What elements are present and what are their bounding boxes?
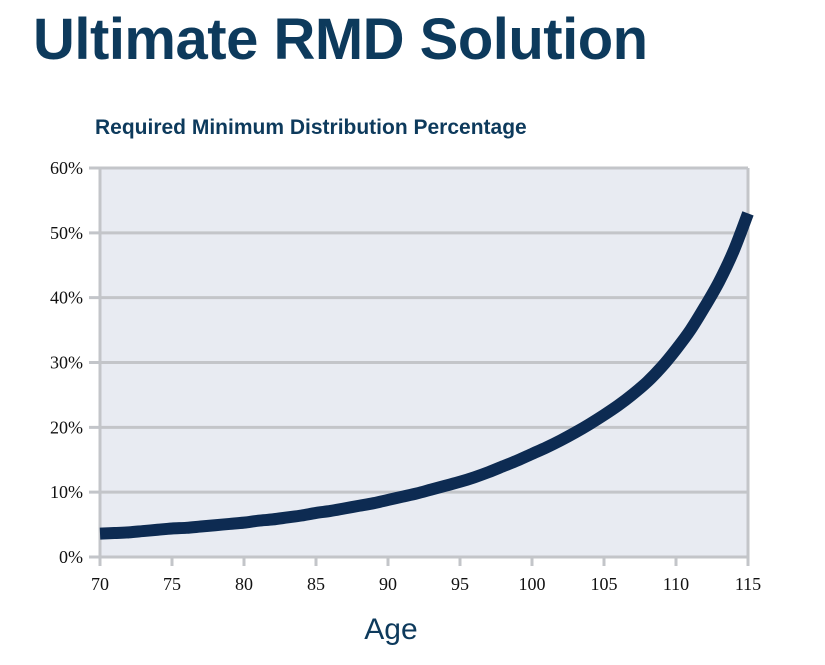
x-tick-label: 75 bbox=[163, 574, 181, 594]
y-tick-label: 0% bbox=[59, 547, 83, 567]
chart-title: Required Minimum Distribution Percentage bbox=[95, 116, 527, 139]
x-tick-label: 115 bbox=[735, 574, 761, 594]
x-tick-label: 110 bbox=[663, 574, 689, 594]
y-tick-label: 40% bbox=[50, 288, 83, 308]
y-tick-label: 50% bbox=[50, 223, 83, 243]
x-tick-label: 100 bbox=[519, 574, 546, 594]
y-tick-label: 30% bbox=[50, 353, 83, 373]
y-tick-label: 10% bbox=[50, 482, 83, 502]
x-tick-label: 70 bbox=[91, 574, 109, 594]
x-tick-label: 90 bbox=[379, 574, 397, 594]
x-tick-label: 85 bbox=[307, 574, 325, 594]
page-title: Ultimate RMD Solution bbox=[33, 7, 648, 72]
series-line-rmd-percentage bbox=[99, 211, 754, 540]
x-axis-label: Age bbox=[364, 613, 417, 646]
x-tick-label: 80 bbox=[235, 574, 253, 594]
x-tick-label: 105 bbox=[591, 574, 618, 594]
x-tick-label: 95 bbox=[451, 574, 469, 594]
y-tick-label: 20% bbox=[50, 417, 83, 437]
y-tick-label: 60% bbox=[50, 158, 83, 178]
